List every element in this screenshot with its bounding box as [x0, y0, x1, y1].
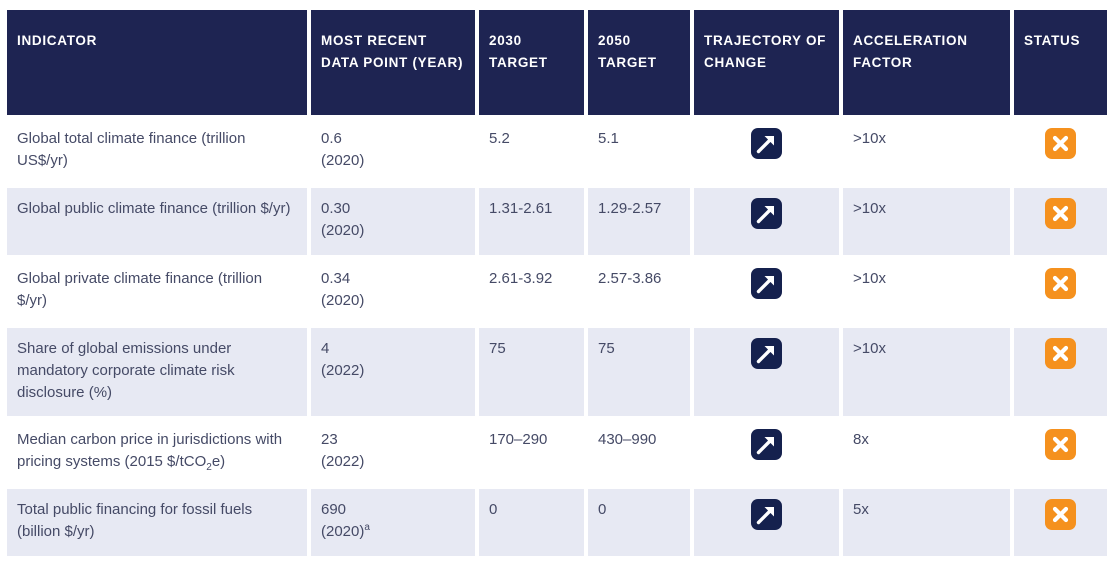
most-recent-value: 0.34: [321, 270, 351, 287]
most-recent-cell: 4 (2022): [311, 328, 475, 416]
trajectory-up-icon: [751, 198, 782, 229]
most-recent-year: (2020): [321, 222, 365, 239]
target-2050-cell: 75: [588, 328, 690, 416]
target-2050-cell: 2.57-3.86: [588, 258, 690, 325]
target-2030-cell: 2.61-3.92: [479, 258, 584, 325]
most-recent-value: 690: [321, 501, 347, 518]
most-recent-cell: 23 (2022): [311, 419, 475, 486]
most-recent-cell: 0.6 (2020): [311, 118, 475, 185]
status-cell: [1014, 188, 1107, 255]
acceleration-cell: >10x: [843, 188, 1010, 255]
most-recent-cell: 690 (2020)a: [311, 489, 475, 556]
status-off-track-icon: [1045, 268, 1076, 299]
most-recent-cell: 0.34 (2020): [311, 258, 475, 325]
col-header-trajectory: TRAJECTORY OF CHANGE: [694, 10, 839, 115]
most-recent-value: 23: [321, 431, 338, 448]
most-recent-year: (2022): [321, 453, 365, 470]
most-recent-value: 4: [321, 340, 330, 357]
acceleration-cell: >10x: [843, 328, 1010, 416]
target-2030-cell: 5.2: [479, 118, 584, 185]
most-recent-year: (2020): [321, 292, 365, 309]
trajectory-cell: [694, 419, 839, 486]
climate-indicators-table: INDICATOR MOST RECENT DATA POINT (YEAR) …: [7, 10, 1107, 556]
status-cell: [1014, 258, 1107, 325]
trajectory-up-icon: [751, 338, 782, 369]
status-off-track-icon: [1045, 128, 1076, 159]
indicator-cell: Total public financing for fossil fuels …: [7, 489, 307, 556]
status-off-track-icon: [1045, 338, 1076, 369]
acceleration-cell: >10x: [843, 118, 1010, 185]
status-off-track-icon: [1045, 429, 1076, 460]
acceleration-cell: 8x: [843, 419, 1010, 486]
trajectory-up-icon: [751, 499, 782, 530]
target-2030-cell: 0: [479, 489, 584, 556]
status-cell: [1014, 328, 1107, 416]
indicator-cell: Global total climate finance (trillion U…: [7, 118, 307, 185]
most-recent-year: (2020): [321, 152, 365, 169]
col-header-acceleration: ACCELERATION FACTOR: [843, 10, 1010, 115]
indicator-cell: Global private climate finance (trillion…: [7, 258, 307, 325]
col-header-status: STATUS: [1014, 10, 1107, 115]
target-2030-cell: 1.31-2.61: [479, 188, 584, 255]
target-2050-cell: 5.1: [588, 118, 690, 185]
trajectory-up-icon: [751, 128, 782, 159]
indicator-cell: Median carbon price in jurisdictions wit…: [7, 419, 307, 486]
col-header-2030-target: 2030 TARGET: [479, 10, 584, 115]
indicator-cell: Global public climate finance (trillion …: [7, 188, 307, 255]
target-2050-cell: 430–990: [588, 419, 690, 486]
col-header-most-recent: MOST RECENT DATA POINT (YEAR): [311, 10, 475, 115]
acceleration-cell: >10x: [843, 258, 1010, 325]
trajectory-cell: [694, 328, 839, 416]
most-recent-year: (2020)a: [321, 522, 370, 541]
target-2050-cell: 1.29-2.57: [588, 188, 690, 255]
most-recent-value: 0.6: [321, 130, 342, 147]
indicator-cell: Share of global emissions under mandator…: [7, 328, 307, 416]
target-2030-cell: 75: [479, 328, 584, 416]
trajectory-cell: [694, 489, 839, 556]
trajectory-up-icon: [751, 268, 782, 299]
status-cell: [1014, 489, 1107, 556]
most-recent-year: (2022): [321, 362, 365, 379]
status-off-track-icon: [1045, 198, 1076, 229]
trajectory-up-icon: [751, 429, 782, 460]
status-cell: [1014, 118, 1107, 185]
status-cell: [1014, 419, 1107, 486]
trajectory-cell: [694, 258, 839, 325]
target-2030-cell: 170–290: [479, 419, 584, 486]
col-header-indicator: INDICATOR: [7, 10, 307, 115]
most-recent-cell: 0.30 (2020): [311, 188, 475, 255]
status-off-track-icon: [1045, 499, 1076, 530]
col-header-2050-target: 2050 TARGET: [588, 10, 690, 115]
most-recent-value: 0.30: [321, 200, 351, 217]
acceleration-cell: 5x: [843, 489, 1010, 556]
target-2050-cell: 0: [588, 489, 690, 556]
trajectory-cell: [694, 188, 839, 255]
trajectory-cell: [694, 118, 839, 185]
